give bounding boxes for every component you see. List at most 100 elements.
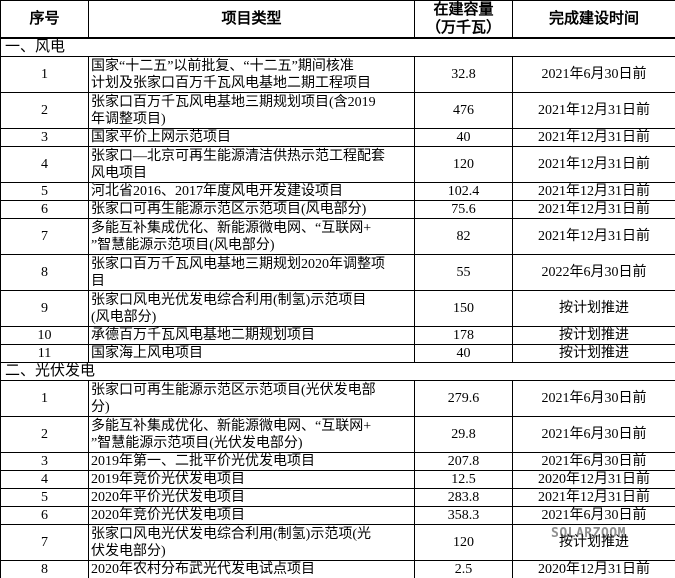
section-row: 一、风电	[0, 37, 675, 57]
header-completion-time: 完成建设时间	[512, 0, 675, 39]
cell-capacity: 29.8	[414, 416, 513, 453]
header-capacity: 在建容量 （万千瓦）	[414, 0, 513, 39]
cell-completion-time: 按计划推进	[512, 326, 675, 345]
cell-completion-time: 2020年12月31日前	[512, 470, 675, 489]
cell-serial-number: 1	[0, 56, 89, 93]
cell-serial-number: 5	[0, 488, 89, 507]
cell-serial-number: 7	[0, 524, 89, 561]
table-row: 8 2020年农村分布武光代发电试点项目 2.5 2020年12月31日前	[0, 560, 675, 578]
cell-capacity: 12.5	[414, 470, 513, 489]
cell-capacity: 2.5	[414, 560, 513, 578]
cell-capacity: 40	[414, 344, 513, 363]
cell-capacity: 75.6	[414, 200, 513, 219]
cell-serial-number: 11	[0, 344, 89, 363]
header-serial-number: 序号	[0, 0, 89, 39]
table-row: 7 多能互补集成优化、新能源微电网、“互联网+ ”智慧能源示范项目(风电部分) …	[0, 218, 675, 255]
cell-project-type: 2020年平价光伏发电项目	[88, 488, 415, 507]
cell-serial-number: 1	[0, 380, 89, 417]
cell-capacity: 32.8	[414, 56, 513, 93]
cell-capacity: 283.8	[414, 488, 513, 507]
table-header-row: 序号 项目类型 在建容量 （万千瓦） 完成建设时间	[0, 0, 675, 39]
cell-serial-number: 4	[0, 146, 89, 183]
cell-completion-time: 2021年6月30日前	[512, 452, 675, 471]
cell-serial-number: 7	[0, 218, 89, 255]
table-row: 1 国家“十二五”以前批复、“十二五”期间核准 计划及张家口百万千瓦风电基地二期…	[0, 56, 675, 93]
table-row: 3 2019年第一、二批平价光优发电项目 207.8 2021年6月30日前	[0, 452, 675, 471]
cell-serial-number: 6	[0, 506, 89, 525]
cell-project-type: 国家海上风电项目	[88, 344, 415, 363]
section-row: 二、光伏发电	[0, 362, 675, 381]
table-row: 8 张家口百万千瓦风电基地三期规划2020年调整项 目 55 2022年6月30…	[0, 254, 675, 291]
cell-completion-time: 2021年12月31日前	[512, 128, 675, 147]
table-row: 11 国家海上风电项目 40 按计划推进	[0, 344, 675, 363]
cell-capacity: 82	[414, 218, 513, 255]
section-title: 一、风电	[0, 37, 675, 57]
cell-serial-number: 3	[0, 452, 89, 471]
cell-completion-time: 2021年12月31日前	[512, 182, 675, 201]
cell-serial-number: 3	[0, 128, 89, 147]
cell-project-type: 张家口风电光优发电综合利用(制氢)示范项目 (风电部分)	[88, 290, 415, 327]
cell-capacity: 476	[414, 92, 513, 129]
cell-project-type: 多能互补集成优化、新能源微电网、“互联网+ ”智慧能源示范项目(风电部分)	[88, 218, 415, 255]
cell-capacity: 120	[414, 524, 513, 561]
header-project-type: 项目类型	[88, 0, 415, 39]
cell-serial-number: 10	[0, 326, 89, 345]
table-row: 6 张家口可再生能源示范区示范项目(风电部分) 75.6 2021年12月31日…	[0, 200, 675, 219]
cell-completion-time: 2021年6月30日前	[512, 380, 675, 417]
cell-serial-number: 2	[0, 416, 89, 453]
cell-project-type: 多能互补集成优化、新能源微电网、“互联网+ ”智慧能源示范项目(光伏发电部分)	[88, 416, 415, 453]
table-row: 2 多能互补集成优化、新能源微电网、“互联网+ ”智慧能源示范项目(光伏发电部分…	[0, 416, 675, 453]
cell-completion-time: 按计划推进	[512, 524, 675, 561]
cell-completion-time: 2021年12月31日前	[512, 92, 675, 129]
cell-capacity: 279.6	[414, 380, 513, 417]
cell-completion-time: 2021年12月31日前	[512, 200, 675, 219]
cell-completion-time: 2021年6月30日前	[512, 506, 675, 525]
table-row: 6 2020年竞价光伏发电项目 358.3 2021年6月30日前	[0, 506, 675, 525]
cell-project-type: 2020年农村分布武光代发电试点项目	[88, 560, 415, 578]
cell-capacity: 55	[414, 254, 513, 291]
table-row: 4 张家口—北京可再生能源清洁供热示范工程配套 风电项目 120 2021年12…	[0, 146, 675, 183]
cell-project-type: 承德百万千瓦风电基地二期规划项目	[88, 326, 415, 345]
cell-capacity: 102.4	[414, 182, 513, 201]
cell-project-type: 张家口百万千瓦风电基地三期规划2020年调整项 目	[88, 254, 415, 291]
cell-completion-time: 按计划推进	[512, 290, 675, 327]
table-row: 9 张家口风电光优发电综合利用(制氢)示范项目 (风电部分) 150 按计划推进	[0, 290, 675, 327]
cell-capacity: 207.8	[414, 452, 513, 471]
cell-completion-time: 2021年6月30日前	[512, 416, 675, 453]
cell-capacity: 358.3	[414, 506, 513, 525]
cell-completion-time: 2021年6月30日前	[512, 56, 675, 93]
cell-project-type: 张家口风电光伏发电综合利用(制氢)示范项(光 伏发电部分)	[88, 524, 415, 561]
cell-serial-number: 2	[0, 92, 89, 129]
table-row: 5 2020年平价光伏发电项目 283.8 2021年12月31日前	[0, 488, 675, 507]
cell-project-type: 2020年竞价光伏发电项目	[88, 506, 415, 525]
cell-completion-time: 2021年12月31日前	[512, 146, 675, 183]
cell-serial-number: 4	[0, 470, 89, 489]
cell-project-type: 张家口可再生能源示范区示范项目(风电部分)	[88, 200, 415, 219]
cell-project-type: 国家“十二五”以前批复、“十二五”期间核准 计划及张家口百万千瓦风电基地二期工程…	[88, 56, 415, 93]
cell-completion-time: 按计划推进	[512, 344, 675, 363]
cell-project-type: 张家口可再生能源示范区示范项目(光伏发电部 分)	[88, 380, 415, 417]
table-row: 2 张家口百万千瓦风电基地三期规划项目(含2019 年调整项目) 476 202…	[0, 92, 675, 129]
cell-project-type: 河北省2016、2017年度风电开发建设项目	[88, 182, 415, 201]
table-row: 1 张家口可再生能源示范区示范项目(光伏发电部 分) 279.6 2021年6月…	[0, 380, 675, 417]
cell-capacity: 178	[414, 326, 513, 345]
table-row: 3 国家平价上网示范项目 40 2021年12月31日前	[0, 128, 675, 147]
cell-completion-time: 2021年12月31日前	[512, 218, 675, 255]
cell-completion-time: 2020年12月31日前	[512, 560, 675, 578]
cell-serial-number: 9	[0, 290, 89, 327]
cell-project-type: 张家口百万千瓦风电基地三期规划项目(含2019 年调整项目)	[88, 92, 415, 129]
cell-project-type: 国家平价上网示范项目	[88, 128, 415, 147]
cell-completion-time: 2022年6月30日前	[512, 254, 675, 291]
table-row: 4 2019年竞价光伏发电项目 12.5 2020年12月31日前	[0, 470, 675, 489]
cell-serial-number: 8	[0, 254, 89, 291]
cell-capacity: 40	[414, 128, 513, 147]
section-title: 二、光伏发电	[0, 362, 675, 381]
table-row: 5 河北省2016、2017年度风电开发建设项目 102.4 2021年12月3…	[0, 182, 675, 201]
cell-completion-time: 2021年12月31日前	[512, 488, 675, 507]
cell-serial-number: 8	[0, 560, 89, 578]
cell-serial-number: 5	[0, 182, 89, 201]
cell-serial-number: 6	[0, 200, 89, 219]
table-body: 一、风电 1 国家“十二五”以前批复、“十二五”期间核准 计划及张家口百万千瓦风…	[0, 37, 675, 578]
